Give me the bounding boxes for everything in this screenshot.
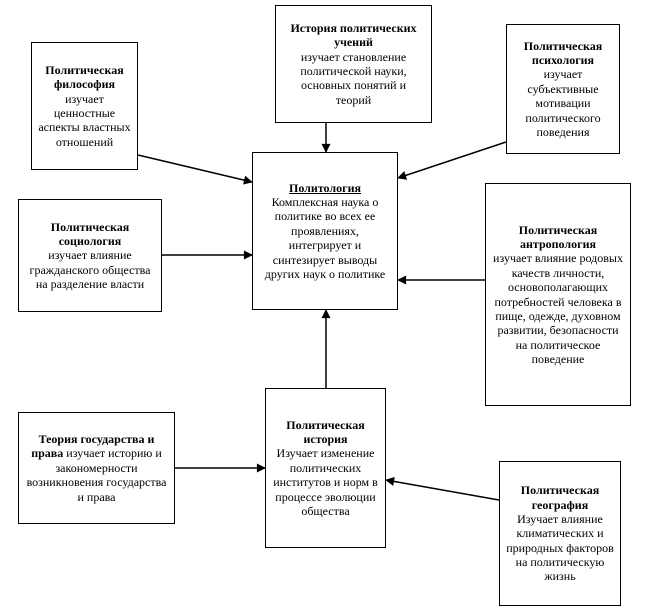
node-title: История политических учений (282, 21, 425, 50)
node-text: Теория государства и права изучает истор… (25, 432, 168, 504)
node-state_law: Теория государства и права изучает истор… (18, 412, 175, 524)
node-center: ПолитологияКомплексная наука о политике … (252, 152, 398, 310)
node-desc: изучает ценностные аспекты властных отно… (38, 92, 131, 150)
node-desc: изучает влияние гражданского общества на… (25, 248, 155, 291)
node-history: Политическая историяИзучает изменение по… (265, 388, 386, 548)
node-desc: Изучает влияние климатических и природны… (506, 512, 614, 584)
node-title: Политическая психология (513, 39, 613, 68)
node-psychology: Политическая психологияизучает субъектив… (506, 24, 620, 154)
node-title: Политическая социология (25, 220, 155, 249)
edge-geography (386, 480, 499, 500)
node-geography: Политическая географияИзучает влияние кл… (499, 461, 621, 606)
node-sociology: Политическая социологияизучает влияние г… (18, 199, 162, 312)
diagram-canvas: ПолитологияКомплексная наука о политике … (0, 0, 652, 614)
node-desc: изучает становление политической науки, … (282, 50, 425, 108)
node-desc: изучает субъективные мотивации политичес… (513, 67, 613, 139)
node-anthropology: Политическая антропологияизучает влияние… (485, 183, 631, 406)
node-desc: Комплексная наука о политике во всех ее … (259, 195, 391, 281)
node-desc: Изучает изменение политических институто… (272, 446, 379, 518)
edge-psychology (398, 142, 506, 178)
node-title: Политическая география (506, 483, 614, 512)
node-title: Политология (289, 181, 361, 195)
node-desc: изучает влияние родовых качеств личности… (492, 251, 624, 366)
node-title: Политическая история (272, 418, 379, 447)
node-philosophy: Политическая философияизучает ценностные… (31, 42, 138, 170)
node-history_teachings: История политических ученийизучает стано… (275, 5, 432, 123)
node-title: Политическая философия (38, 63, 131, 92)
node-title: Политическая антропология (492, 223, 624, 252)
edge-philosophy (138, 155, 252, 182)
